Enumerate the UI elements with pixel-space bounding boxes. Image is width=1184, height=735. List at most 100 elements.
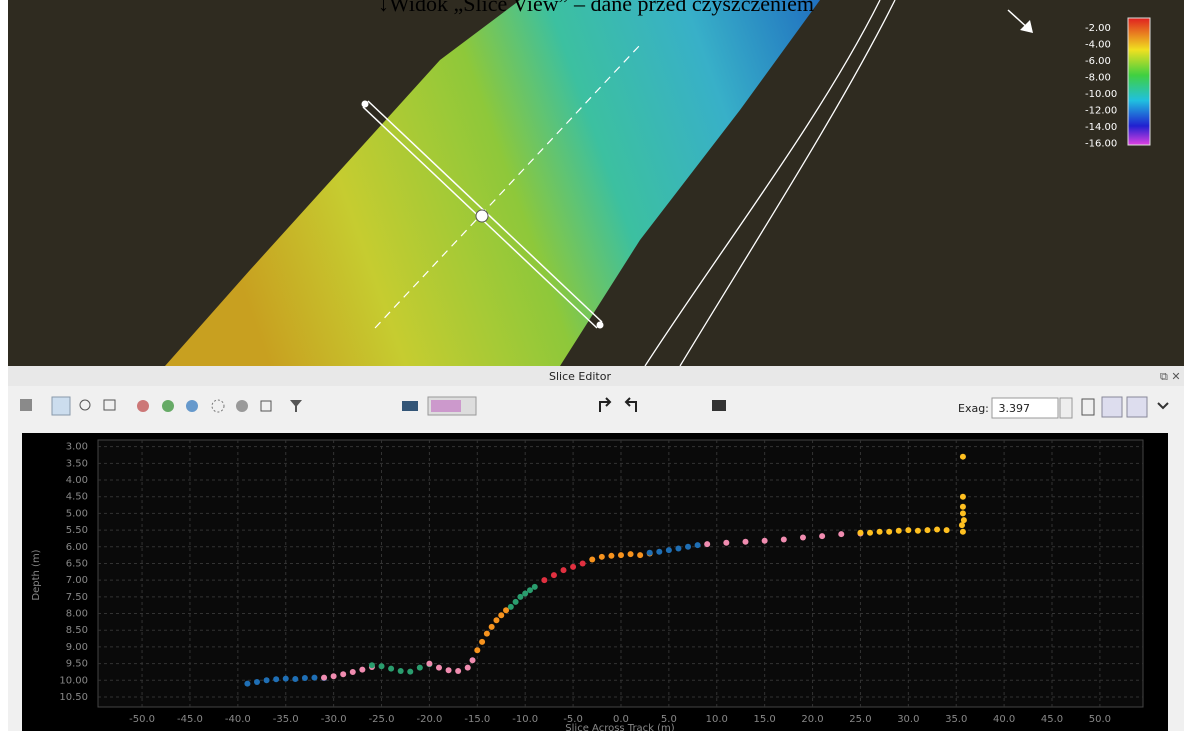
y-tick-label: 10.50	[59, 692, 88, 703]
scale-labels: -2.00 -4.00 -6.00 -8.00 -10.00 -12.00 -14.00 -1…	[1085, 23, 1117, 150]
camera-button[interactable]	[712, 400, 726, 411]
point	[598, 553, 605, 560]
tool-button[interactable]	[186, 400, 198, 412]
lock-button[interactable]	[260, 400, 272, 412]
point	[959, 510, 966, 517]
point	[488, 623, 495, 630]
scale-label: -8.00	[1085, 73, 1111, 84]
north-arrow-head	[1020, 20, 1033, 33]
point	[867, 529, 874, 536]
view-button[interactable]	[1101, 396, 1123, 418]
point	[943, 527, 950, 534]
point	[742, 538, 749, 545]
y-tick-label: 7.50	[66, 592, 88, 603]
tool-button[interactable]	[236, 400, 248, 412]
point	[838, 531, 845, 538]
point	[637, 552, 644, 559]
point	[960, 517, 967, 524]
point	[646, 549, 653, 556]
y-tick-label: 9.50	[66, 659, 88, 670]
point	[531, 583, 538, 590]
point	[685, 543, 692, 550]
x-tick-label: 30.0	[897, 714, 919, 725]
point	[959, 453, 966, 460]
y-tick-label: 8.00	[66, 609, 88, 620]
point	[656, 548, 663, 555]
point	[378, 663, 385, 670]
x-tick-label: 15.0	[754, 714, 776, 725]
x-tick-label: -20.0	[416, 714, 442, 725]
boundary-line	[679, 0, 896, 367]
x-tick-label: -40.0	[225, 714, 251, 725]
color-button[interactable]	[402, 401, 418, 411]
exag-value: 3.397	[999, 402, 1031, 415]
info-button[interactable]	[1081, 398, 1095, 416]
point	[914, 527, 921, 534]
tool-button[interactable]	[211, 399, 225, 413]
x-tick-label: 10.0	[706, 714, 728, 725]
turn-left-button[interactable]	[624, 397, 637, 412]
menu-button[interactable]	[1157, 402, 1169, 410]
point	[469, 657, 476, 664]
point	[550, 572, 557, 579]
exag-input[interactable]	[991, 397, 1059, 419]
x-axis-label: Slice Across Track (m)	[565, 723, 674, 731]
point	[321, 674, 328, 681]
slice-handle[interactable]	[361, 100, 369, 108]
select-button[interactable]	[51, 396, 71, 416]
zoom-button[interactable]	[79, 399, 91, 411]
tool-button[interactable]	[137, 400, 149, 412]
point	[455, 667, 462, 674]
point	[694, 542, 701, 549]
x-tick-label: 25.0	[849, 714, 871, 725]
x-tick-label: 20.0	[801, 714, 823, 725]
point	[349, 668, 356, 675]
save-button[interactable]	[20, 399, 32, 411]
point	[959, 493, 966, 500]
point	[254, 678, 261, 685]
point	[483, 630, 490, 637]
point	[522, 590, 529, 597]
palette-swatch	[431, 400, 461, 412]
point	[526, 587, 533, 594]
turn-right-button[interactable]	[599, 397, 612, 412]
point	[426, 660, 433, 667]
y-tick-label: 7.00	[66, 575, 88, 586]
tool-button[interactable]	[162, 400, 174, 412]
scale-label: -10.00	[1085, 89, 1117, 100]
point	[665, 547, 672, 554]
x-tick-label: 50.0	[1089, 714, 1111, 725]
point	[416, 664, 423, 671]
slice-handle[interactable]	[596, 321, 604, 329]
point	[959, 528, 966, 535]
point	[589, 556, 596, 563]
y-tick-label: 5.00	[66, 508, 88, 519]
x-tick-label: 0.0	[613, 714, 629, 725]
editor-title: Slice Editor	[549, 370, 611, 383]
point	[301, 674, 308, 681]
point	[761, 537, 768, 544]
point	[311, 674, 318, 681]
point	[541, 577, 548, 584]
exag-spinner[interactable]	[1059, 397, 1073, 419]
x-tick-label: -10.0	[512, 714, 538, 725]
point	[780, 536, 787, 543]
point	[507, 603, 514, 610]
x-tick-label: -45.0	[177, 714, 203, 725]
view-button[interactable]	[1126, 396, 1148, 418]
float-button[interactable]: ⧉ ✕	[1160, 370, 1181, 383]
plot: -50.0 -45.0 -40.0 -35.0 -30.0 -25.0 -20.0 -15.0…	[59, 440, 1143, 725]
slice-center[interactable]	[475, 209, 489, 223]
home-button[interactable]	[103, 399, 116, 411]
filter-button[interactable]	[290, 400, 302, 412]
point	[273, 676, 280, 683]
point	[675, 545, 682, 552]
x-tick-label: -35.0	[273, 714, 299, 725]
y-tick-label: 5.50	[66, 525, 88, 536]
point	[263, 677, 270, 684]
x-tick-label: -15.0	[464, 714, 490, 725]
exag-label: Exag:	[958, 402, 989, 415]
point	[397, 667, 404, 674]
x-tick-label: -50.0	[129, 714, 155, 725]
